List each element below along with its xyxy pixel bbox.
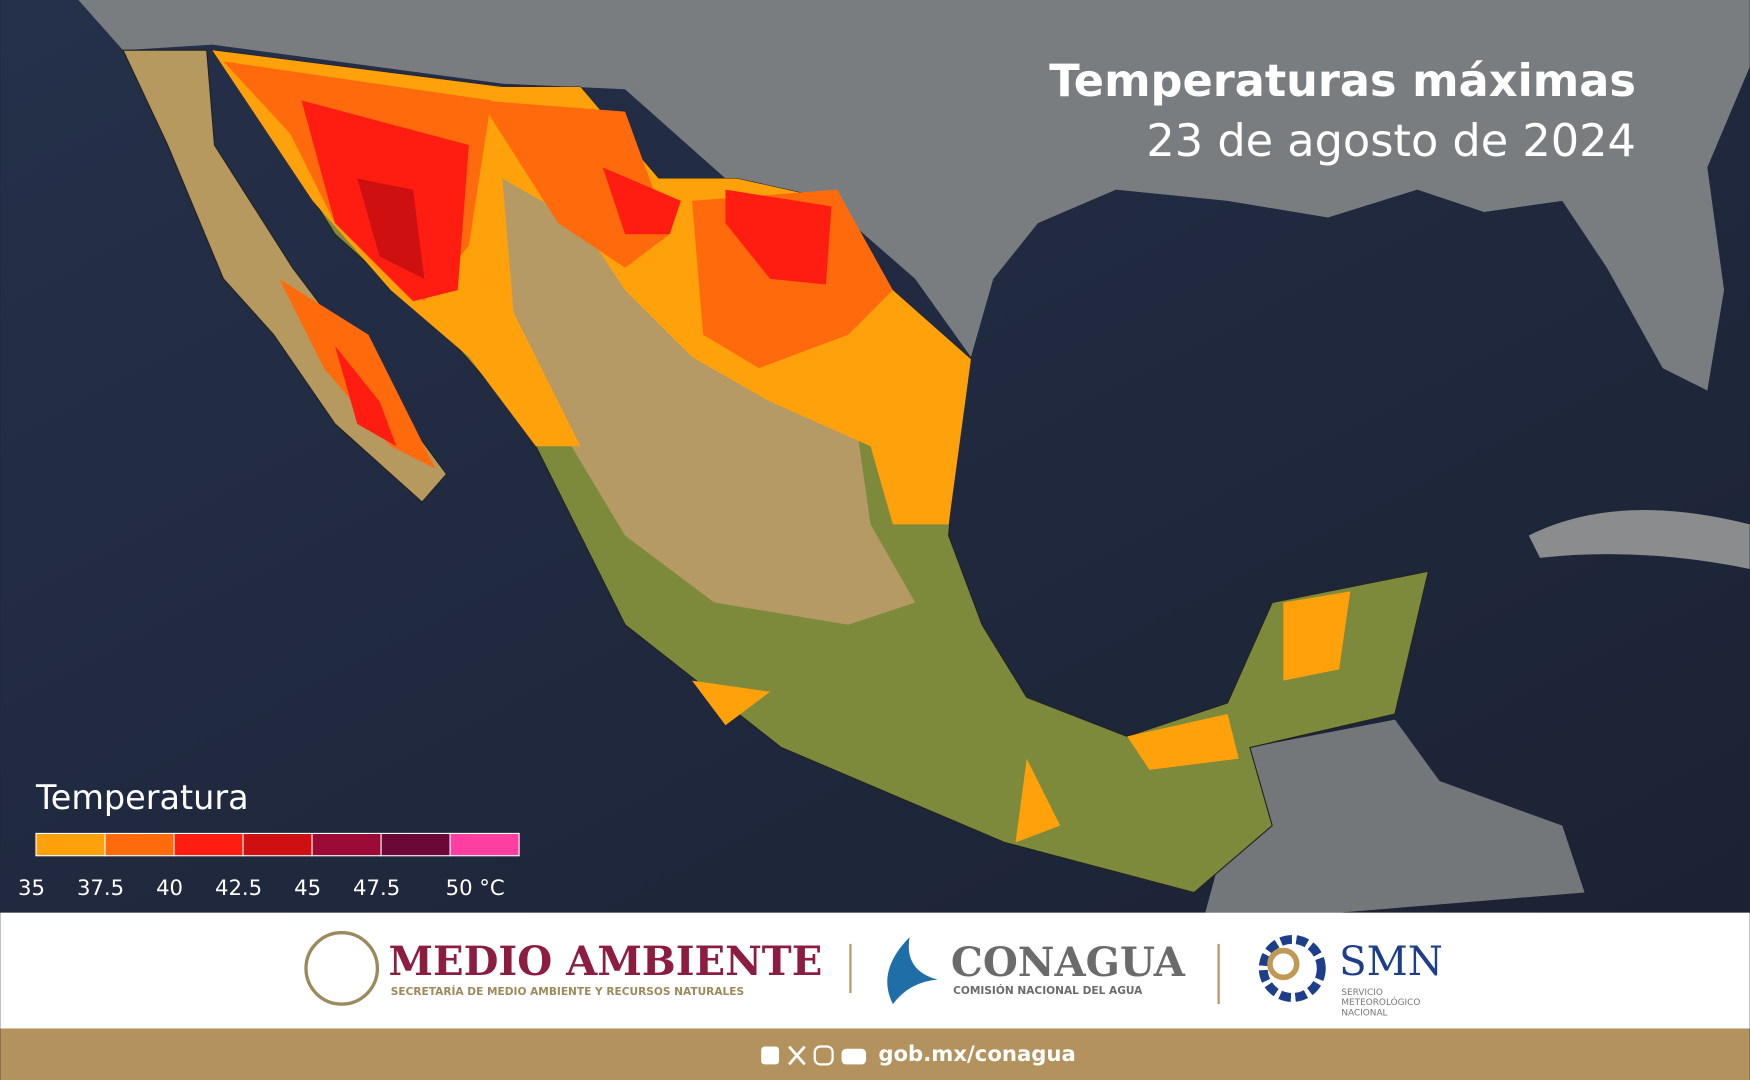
legend-tick-label: 37.5 (77, 875, 124, 900)
legend-title: Temperatura (35, 778, 249, 817)
map (0, 0, 1750, 913)
conagua-sub: COMISIÓN NACIONAL DEL AGUA (953, 984, 1143, 997)
legend-tick-label: 40 (156, 875, 183, 900)
legend-tick-label: 42.5 (215, 875, 262, 900)
x-icon[interactable] (788, 1045, 806, 1066)
legend-tick-label: 35 (18, 875, 45, 900)
smn: SMN (1339, 939, 1443, 985)
heat-40 (301, 100, 832, 447)
facebook-icon[interactable] (761, 1046, 780, 1065)
us-land (78, 0, 1750, 391)
logos: MEDIO AMBIENTE SECRETARÍA DE MEDIO AMBIE… (304, 931, 1443, 1018)
plateau (480, 167, 916, 625)
cuba (1528, 510, 1750, 570)
legend-swatch (242, 832, 313, 857)
social-icons (761, 1045, 867, 1066)
smn-icon-inner (1267, 947, 1300, 981)
map-title: Temperaturas máximas (1049, 55, 1636, 107)
legend-tick-label: 50 °C (446, 875, 505, 900)
youtube-icon[interactable] (841, 1048, 867, 1065)
heat-35-south (692, 591, 1351, 843)
seal-icon (304, 931, 380, 1006)
url[interactable]: gob.mx/conagua (878, 1041, 1075, 1066)
map-date: 23 de agosto de 2024 (1146, 115, 1636, 167)
footer (0, 912, 1750, 1029)
smn-sub: SERVICIO (1341, 988, 1383, 998)
medio-ambiente-sub: SECRETARÍA DE MEDIO AMBIENTE Y RECURSOS … (391, 985, 744, 998)
legend-swatch (173, 832, 244, 857)
legend: Temperatura 35 37.5 40 42.5 45 47.5 50 °C (18, 778, 520, 900)
smn-sub: NACIONAL (1341, 1008, 1387, 1018)
central-america (1205, 719, 1585, 913)
smn-icon (1258, 934, 1326, 1002)
heat-42-5 (357, 178, 425, 279)
conagua: CONAGUA (951, 939, 1186, 986)
medio-ambiente: MEDIO AMBIENTE (389, 938, 823, 985)
conagua-icon (887, 937, 938, 1005)
legend-swatch (104, 832, 175, 857)
legend-swatch (380, 832, 451, 857)
instagram-icon[interactable] (813, 1045, 834, 1066)
bottom-bar (0, 1028, 1750, 1080)
legend-swatch (449, 832, 520, 857)
smn-sub: METEOROLÓGICO (1341, 996, 1420, 1008)
legend-tick-label: 47.5 (353, 875, 400, 900)
legend-swatch (311, 832, 382, 857)
legend-swatch (35, 832, 106, 857)
legend-tick-label: 45 (294, 875, 321, 900)
